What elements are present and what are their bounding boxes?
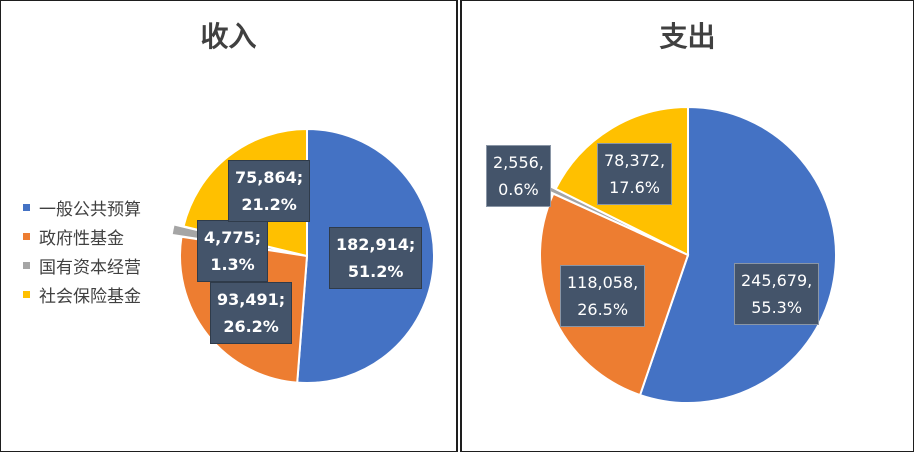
- income-label-value: 4,775;: [204, 228, 262, 247]
- expenditure-label-value: 118,058,: [567, 273, 639, 292]
- legend-item-general-budget: 一般公共预算: [23, 193, 141, 222]
- income-label-value: 93,491;: [217, 290, 286, 309]
- legend-label: 社会保险基金: [39, 287, 141, 307]
- legend-swatch-social-insurance: [23, 291, 30, 298]
- legend-swatch-government-fund: [23, 233, 30, 240]
- expenditure-label-social-insurance: 78,372, 17.6%: [597, 143, 673, 205]
- expenditure-label-percent: 17.6%: [609, 178, 660, 197]
- income-label-government-fund: 93,491; 26.2%: [210, 282, 293, 344]
- expenditure-label-government-fund: 118,058, 26.5%: [560, 265, 646, 327]
- legend-label: 一般公共预算: [39, 200, 141, 220]
- income-label-percent: 1.3%: [210, 255, 255, 274]
- expenditure-label-value: 245,679,: [741, 271, 813, 290]
- expenditure-slice-general-budget: [638, 105, 837, 404]
- legend-swatch-general-budget: [23, 204, 30, 211]
- income-label-percent: 21.2%: [241, 195, 297, 214]
- legend-label: 政府性基金: [39, 229, 124, 249]
- expenditure-label-percent: 0.6%: [498, 180, 539, 199]
- legend-label: 国有资本经营: [39, 258, 141, 278]
- income-label-percent: 51.2%: [347, 262, 404, 281]
- expenditure-label-percent: 55.3%: [751, 298, 803, 317]
- income-label-percent: 26.2%: [223, 317, 279, 336]
- legend-swatch-state-capital: [23, 262, 30, 269]
- expenditure-label-state-capital: 2,556, 0.6%: [486, 145, 551, 207]
- expenditure-label-percent: 26.5%: [577, 300, 629, 319]
- expenditure-label-value: 2,556,: [493, 153, 544, 172]
- legend: 一般公共预算 政府性基金 国有资本经营 社会保险基金: [23, 193, 141, 309]
- legend-item-state-capital: 国有资本经营: [23, 251, 141, 280]
- income-label-general-budget: 182,914; 51.2%: [329, 227, 423, 289]
- expenditure-label-general-budget: 245,679, 55.3%: [734, 263, 820, 325]
- expenditure-chart-panel: 支出 245,679, 55.3% 118,058, 26.5% 2,556, …: [460, 0, 914, 452]
- income-chart-panel: 收入 一般公共预算 政府性基金 国有资本经营 社会保险基金 182,914; 5…: [0, 0, 458, 452]
- legend-item-government-fund: 政府性基金: [23, 222, 141, 251]
- income-label-state-capital: 4,775; 1.3%: [197, 220, 269, 282]
- expenditure-chart-title: 支出: [659, 20, 716, 53]
- income-label-value: 75,864;: [235, 168, 304, 187]
- income-label-value: 182,914;: [336, 235, 416, 254]
- expenditure-pie: [539, 105, 837, 404]
- legend-item-social-insurance: 社会保险基金: [23, 280, 141, 309]
- income-label-social-insurance: 75,864; 21.2%: [228, 160, 311, 222]
- income-chart-title: 收入: [200, 20, 257, 53]
- expenditure-label-value: 78,372,: [604, 151, 666, 170]
